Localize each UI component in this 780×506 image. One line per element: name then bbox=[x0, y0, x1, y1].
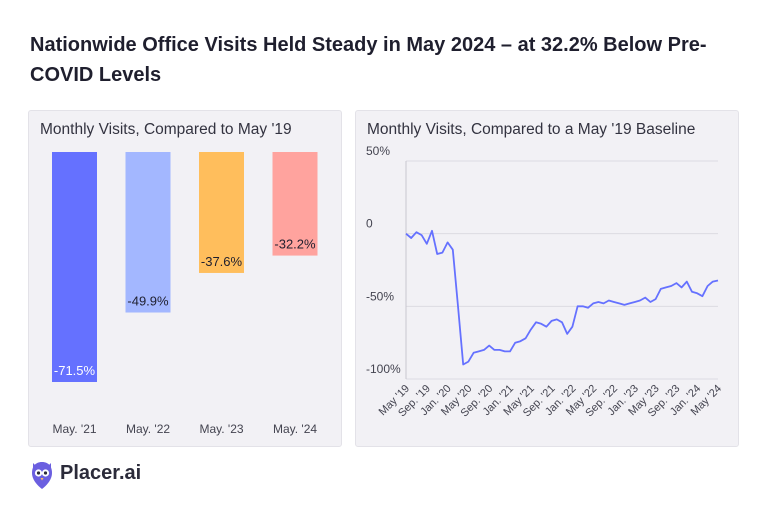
line-chart-title: Monthly Visits, Compared to a May '19 Ba… bbox=[367, 121, 696, 138]
bar-chart-title: Monthly Visits, Compared to May '19 bbox=[40, 121, 292, 138]
y-tick-label-3: -50% bbox=[366, 289, 394, 303]
bar-3 bbox=[199, 152, 244, 273]
brand-name: Placer.ai bbox=[60, 462, 142, 484]
bar-label-2: -49.9% bbox=[127, 294, 169, 309]
x-tick-label-4: May. '24 bbox=[273, 422, 317, 436]
bar-label-3: -37.6% bbox=[201, 254, 243, 269]
series-line bbox=[405, 229, 719, 366]
line-chart-panel: Monthly Visits, Compared to a May '19 Ba… bbox=[355, 110, 739, 447]
x-tick-label-3: May. '23 bbox=[199, 422, 243, 436]
bar-label-1: -71.5% bbox=[54, 363, 96, 378]
owl-icon bbox=[32, 462, 52, 489]
x-tick-label-1: May. '21 bbox=[52, 422, 96, 436]
y-tick-label-4: -100% bbox=[366, 362, 401, 376]
chart-title: Nationwide Office Visits Held Steady in … bbox=[30, 34, 707, 86]
x-tick-label-2: May. '22 bbox=[126, 422, 170, 436]
bar-chart-panel: Monthly Visits, Compared to May '19 -71.… bbox=[28, 110, 342, 447]
y-tick-label-1: 50% bbox=[366, 144, 390, 158]
bar-chart: -71.5% May. '21 -49.9% May. '22 -37.6% May. '… bbox=[52, 152, 318, 436]
bar-1 bbox=[52, 152, 97, 382]
bar-label-4: -32.2% bbox=[274, 237, 316, 252]
bar-2 bbox=[125, 152, 171, 313]
bar-4 bbox=[272, 152, 318, 256]
y-tick-label-2: 0 bbox=[366, 217, 373, 231]
